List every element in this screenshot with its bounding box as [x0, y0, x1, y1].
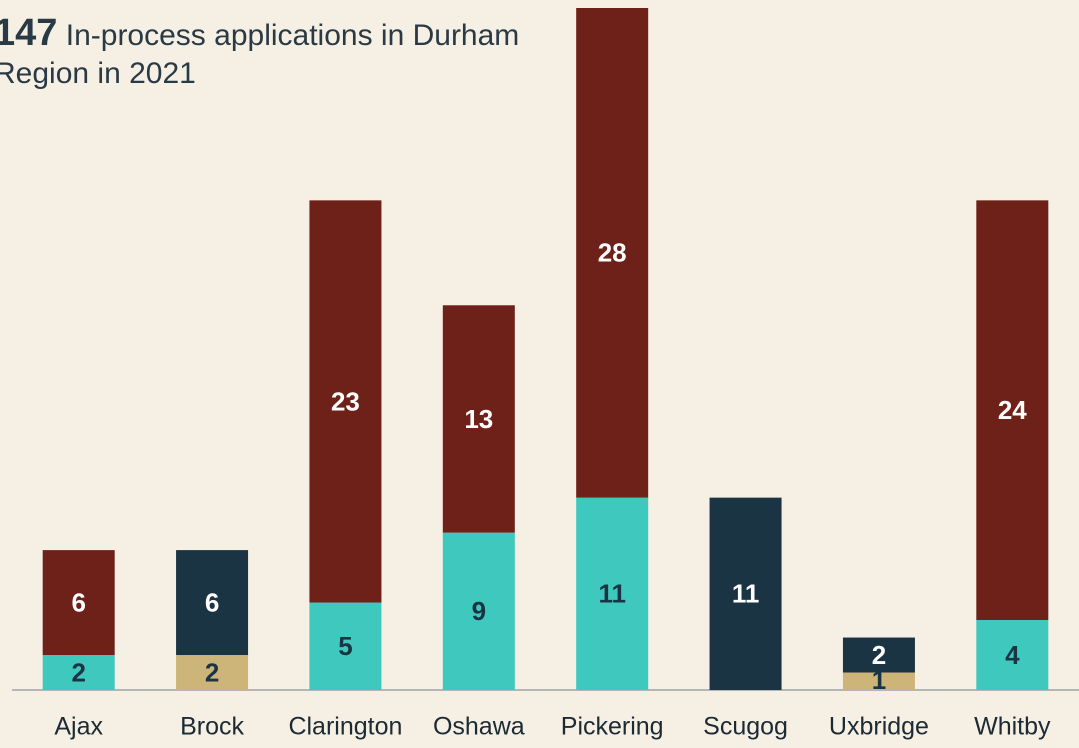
bar-segment — [42, 550, 115, 656]
bar-segment — [976, 200, 1049, 621]
data-label: 4 — [1005, 640, 1020, 670]
x-tick-label: Ajax — [54, 713, 103, 741]
x-tick-label: Uxbridge — [829, 713, 929, 741]
data-label: 24 — [998, 395, 1027, 425]
data-label: 6 — [71, 587, 85, 617]
data-label: 11 — [732, 579, 760, 609]
chart-title: 147 In-process applications in Durham Re… — [0, 14, 554, 93]
data-label: 23 — [331, 386, 360, 416]
x-tick-label: Brock — [180, 713, 244, 741]
bar-segment — [442, 532, 515, 690]
title-value: 147 — [0, 12, 58, 54]
x-tick-label: Oshawa — [433, 713, 525, 741]
bar-segment — [576, 497, 649, 690]
data-label: 9 — [472, 596, 486, 626]
data-label: 5 — [338, 631, 352, 661]
data-label: 2 — [872, 640, 886, 670]
bar-segment — [576, 8, 649, 498]
bar-segment — [842, 672, 915, 690]
x-tick-label: Scugog — [703, 713, 788, 741]
bar-segment — [709, 497, 782, 690]
data-label: 28 — [598, 238, 627, 268]
x-tick-label: Pickering — [561, 713, 664, 741]
title-text: In-process applications in Durham Region… — [0, 19, 520, 90]
bar-segment — [176, 655, 249, 690]
bar-segment — [309, 602, 382, 690]
bar-segment — [842, 637, 915, 673]
x-tick-label: Clarington — [288, 713, 402, 741]
bar-segment — [976, 620, 1049, 690]
data-label: 6 — [205, 587, 219, 617]
bar-segment — [309, 200, 382, 603]
bar-segment — [42, 655, 115, 690]
data-label: 11 — [598, 579, 626, 609]
bar-segment — [442, 305, 515, 533]
bar-segment — [176, 550, 249, 656]
x-tick-label: Whitby — [974, 713, 1051, 741]
data-label: 13 — [464, 404, 493, 434]
data-label: 2 — [71, 657, 85, 687]
data-label: 2 — [205, 657, 219, 687]
